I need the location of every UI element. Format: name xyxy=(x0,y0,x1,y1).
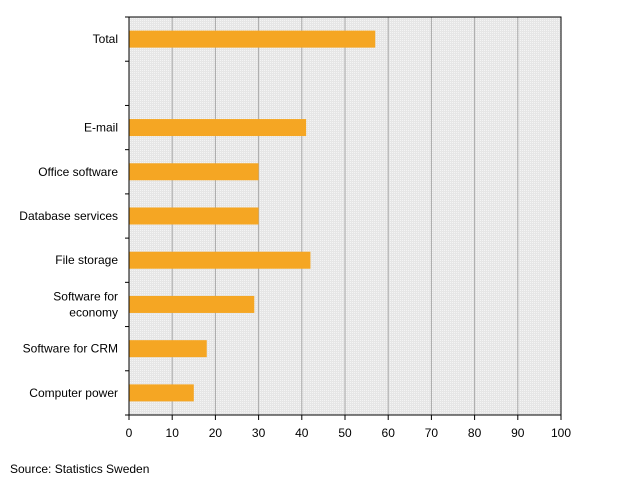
category-label: Database services xyxy=(19,209,118,223)
bar xyxy=(129,384,194,402)
category-label: Software for xyxy=(53,289,118,303)
category-label: economy xyxy=(69,305,118,319)
bar xyxy=(129,163,259,181)
category-label: Total xyxy=(93,32,118,46)
bar xyxy=(129,207,259,225)
x-tick-label: 30 xyxy=(252,426,266,440)
bar xyxy=(129,119,307,137)
bar xyxy=(129,30,376,48)
bar xyxy=(129,251,311,269)
x-tick-label: 90 xyxy=(511,426,525,440)
x-tick-label: 70 xyxy=(425,426,439,440)
bars xyxy=(129,30,376,402)
bar xyxy=(129,340,207,358)
x-tick-label: 10 xyxy=(166,426,180,440)
category-label: Software for CRM xyxy=(23,342,118,356)
category-label: Office software xyxy=(38,165,118,179)
x-tick-label: 100 xyxy=(551,426,571,440)
category-labels: Total E-mail Office software Database servi… xyxy=(19,32,118,400)
x-tick-label: 50 xyxy=(338,426,352,440)
category-label: Computer power xyxy=(29,386,118,400)
x-tick-label: 20 xyxy=(209,426,223,440)
tick-labels: 0 10 20 30 40 50 60 70 80 90 100 xyxy=(126,426,572,440)
category-label: E-mail xyxy=(84,121,118,135)
x-tick-label: 0 xyxy=(126,426,133,440)
category-label: File storage xyxy=(55,253,118,267)
source-note: Source: Statistics Sweden xyxy=(10,462,150,476)
bar xyxy=(129,295,255,313)
x-tick-label: 60 xyxy=(382,426,396,440)
x-tick-label: 80 xyxy=(468,426,482,440)
x-tick-label: 40 xyxy=(295,426,309,440)
axes xyxy=(125,16,562,420)
